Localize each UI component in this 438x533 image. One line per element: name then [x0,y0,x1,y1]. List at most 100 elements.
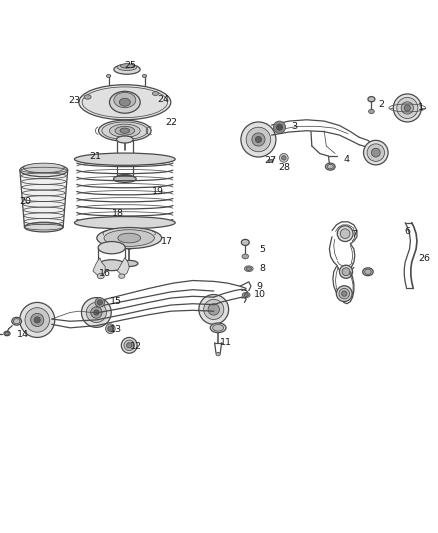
Circle shape [342,268,350,276]
Ellipse shape [117,64,137,70]
Ellipse shape [117,136,133,143]
Polygon shape [20,170,68,227]
Ellipse shape [216,352,220,356]
Text: 25: 25 [124,61,137,69]
Circle shape [106,324,115,334]
Ellipse shape [82,87,167,118]
Text: 2: 2 [378,100,384,109]
Circle shape [371,148,380,157]
Ellipse shape [210,323,226,333]
Ellipse shape [242,292,250,297]
Circle shape [124,340,134,351]
Text: 18: 18 [112,209,124,219]
Ellipse shape [74,216,175,229]
Ellipse shape [99,120,151,141]
Ellipse shape [79,85,171,120]
Circle shape [367,144,385,161]
Ellipse shape [368,96,375,102]
Circle shape [393,94,421,122]
Circle shape [97,300,102,305]
Ellipse shape [98,241,125,254]
Ellipse shape [325,163,335,170]
Polygon shape [93,258,105,276]
Circle shape [34,317,40,323]
Ellipse shape [368,109,374,114]
Circle shape [282,156,286,160]
Text: 16: 16 [99,269,111,278]
Circle shape [276,124,283,130]
Text: 6: 6 [404,227,410,236]
Ellipse shape [246,267,251,270]
Ellipse shape [97,273,104,279]
Ellipse shape [244,294,248,296]
Text: 14: 14 [17,330,29,339]
Circle shape [199,295,229,324]
Ellipse shape [25,222,63,232]
Ellipse shape [120,128,130,133]
Circle shape [246,127,271,152]
Ellipse shape [268,159,273,163]
Text: 13: 13 [110,325,122,334]
Circle shape [336,286,352,302]
Ellipse shape [242,254,249,259]
Text: 10: 10 [254,290,266,300]
Text: 26: 26 [418,254,430,263]
Text: 19: 19 [152,187,164,196]
Circle shape [337,226,353,241]
Text: 24: 24 [157,95,169,104]
Circle shape [364,140,388,165]
Ellipse shape [119,274,125,278]
Text: 11: 11 [220,338,232,347]
Ellipse shape [117,174,133,181]
Circle shape [108,326,113,332]
Polygon shape [117,258,129,276]
Circle shape [208,304,219,315]
Circle shape [255,136,261,142]
Ellipse shape [152,92,159,95]
Ellipse shape [363,268,373,276]
Circle shape [339,265,353,278]
Ellipse shape [104,230,154,246]
Text: 7: 7 [351,230,357,239]
Text: 1: 1 [417,103,424,112]
Circle shape [279,154,288,162]
Ellipse shape [327,165,333,169]
Circle shape [94,310,99,315]
Ellipse shape [118,233,141,243]
Ellipse shape [20,164,68,177]
Circle shape [273,121,286,133]
Ellipse shape [364,269,371,274]
Circle shape [241,122,276,157]
Circle shape [339,288,350,299]
Ellipse shape [213,325,223,331]
Ellipse shape [74,153,175,165]
Ellipse shape [102,122,148,140]
Ellipse shape [98,260,125,271]
Text: 4: 4 [343,155,349,164]
Text: 3: 3 [291,122,297,131]
Ellipse shape [120,64,134,68]
Circle shape [342,291,347,296]
Ellipse shape [12,317,21,325]
Text: 21: 21 [89,151,102,160]
Text: 9: 9 [257,282,263,290]
Ellipse shape [110,124,140,138]
Ellipse shape [241,239,249,246]
Circle shape [401,102,413,114]
Ellipse shape [114,64,140,74]
Ellipse shape [113,175,136,182]
Circle shape [404,105,410,111]
Ellipse shape [84,95,91,99]
Text: 8: 8 [259,264,265,273]
Text: 23: 23 [68,95,81,104]
Text: 20: 20 [19,197,32,206]
Circle shape [340,229,350,238]
Ellipse shape [4,332,10,336]
Ellipse shape [115,126,134,135]
Circle shape [95,297,105,307]
Ellipse shape [97,228,162,248]
Circle shape [127,343,132,348]
Circle shape [20,302,55,337]
Ellipse shape [13,319,20,324]
Text: 17: 17 [161,237,173,246]
